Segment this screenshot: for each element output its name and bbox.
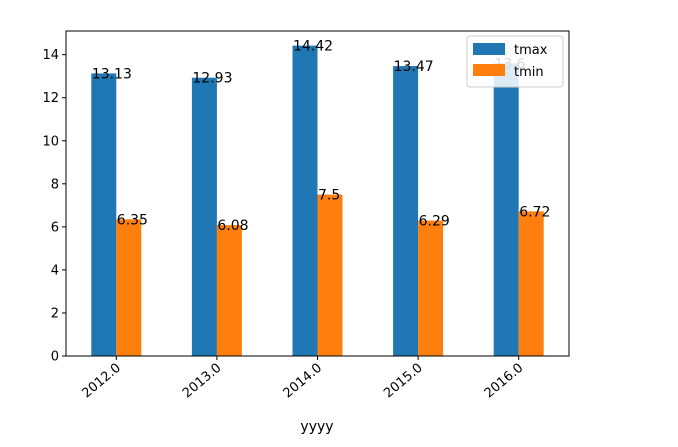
bar-tmax-0 [91,73,117,356]
bar-tmin-3 [418,220,444,356]
y-tick-label-4: 8 [51,177,59,192]
y-tick-label-1: 2 [51,306,59,321]
x-tick-label-1: 2013.0 [180,361,224,402]
y-tick-label-3: 6 [51,220,59,235]
bar-tmin-0 [116,219,142,356]
legend: tmax tmin [466,35,564,88]
y-axis: 0 2 4 6 8 10 12 14 [42,48,66,365]
y-tick-label-5: 10 [42,134,59,149]
y-tick-label-0: 0 [51,350,59,365]
data-label-tmin-2: 7.5 [318,188,340,204]
legend-swatch-tmin [473,64,505,76]
data-label-tmin-3: 6.29 [419,214,450,230]
bar-tmax-4 [493,63,519,357]
y-tick-label-6: 12 [42,91,59,106]
data-label-tmin-1: 6.08 [217,218,248,234]
legend-label-tmax: tmax [514,43,548,58]
data-label-tmax-0: 13.13 [92,66,132,82]
data-label-tmax-1: 12.93 [192,71,232,87]
x-tick-label-2: 2014.0 [281,361,325,402]
bar-tmin-4 [518,211,544,356]
bar-tmax-3 [393,66,419,357]
bar-tmax-2 [292,45,318,356]
data-label-tmin-0: 6.35 [117,212,148,228]
x-tick-label-0: 2012.0 [79,361,123,402]
bar-tmin-2 [317,194,343,356]
data-label-tmin-4: 6.72 [519,204,550,220]
data-label-tmax-3: 13.47 [394,59,434,75]
bar-tmin-1 [216,225,242,356]
y-tick-label-7: 14 [42,48,59,63]
legend-label-tmin: tmin [514,65,544,80]
x-axis-label: yyyy [300,419,333,435]
y-tick-label-2: 4 [51,263,59,278]
bars-layer [91,45,544,357]
x-tick-label-3: 2015.0 [381,361,425,402]
x-tick-label-4: 2016.0 [482,361,526,402]
legend-swatch-tmax [473,43,505,55]
x-axis: 2012.0 2013.0 2014.0 2015.0 2016.0 [79,356,526,401]
data-label-tmax-2: 14.42 [293,39,333,55]
bar-tmax-1 [191,77,217,357]
